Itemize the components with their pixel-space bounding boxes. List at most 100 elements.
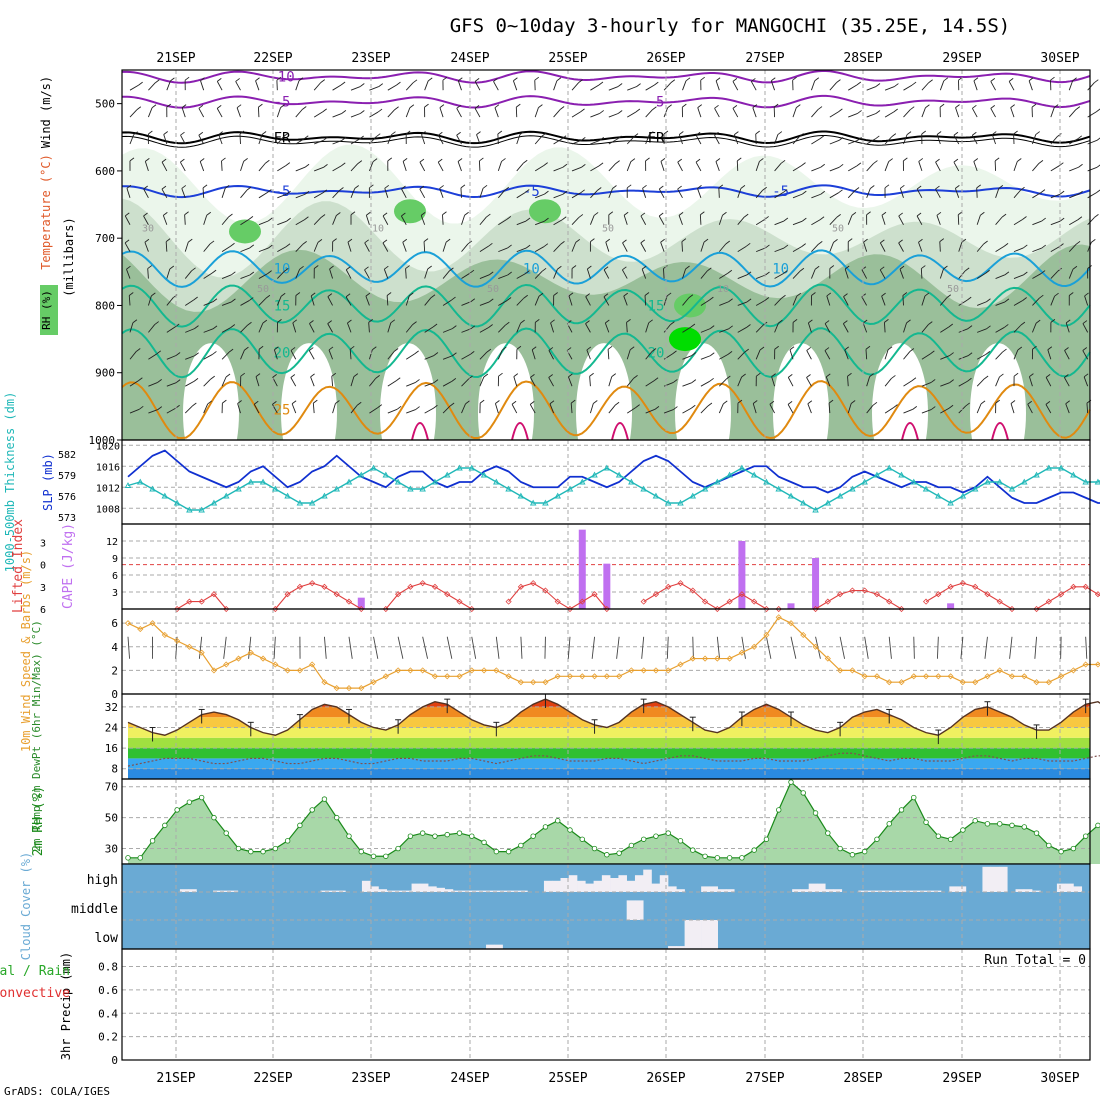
temperature-contour-label: 10 [274, 261, 291, 277]
wind-barb-flag [1094, 214, 1098, 217]
rh2m-marker [605, 852, 610, 857]
bottom-date-label: 21SEP [156, 1071, 195, 1086]
surface-wind-barb [274, 637, 275, 659]
rh2m-marker [985, 822, 990, 827]
top-date-label: 29SEP [942, 51, 981, 66]
rh2m-marker [420, 831, 425, 836]
rh2m-marker [948, 837, 953, 842]
temp-color-band [122, 707, 1090, 717]
rh2m-marker [396, 846, 401, 851]
bottom-date-label: 29SEP [942, 1071, 981, 1086]
rh2m-marker [899, 808, 904, 813]
rh2m-marker [997, 822, 1002, 827]
cross-ylabel-wind: Wind (m/s) [39, 76, 53, 148]
cloud-bar [420, 884, 429, 892]
surface-wind-barb [766, 637, 770, 659]
wind-barb [663, 269, 664, 279]
rh2m-marker [764, 837, 769, 842]
cross-y-tick-label: 800 [95, 299, 115, 312]
wind-barb-flag [1096, 109, 1100, 112]
rh2m-marker [199, 795, 204, 800]
wind-barb [185, 215, 186, 225]
rh-moist-patch [394, 199, 426, 223]
cross-ylabel-rh: RH (%) [40, 290, 53, 330]
surface-wind-barb [447, 637, 452, 659]
thickness-tick-label: 573 [58, 513, 76, 524]
slp-tick-label: 1008 [96, 504, 120, 515]
surface-wind-barb [224, 637, 227, 659]
rh2m-marker [273, 846, 278, 851]
cloud-bar [486, 945, 495, 949]
temp-color-band [122, 717, 1090, 727]
rh2m-marker [445, 832, 450, 837]
cloud-bar [412, 884, 421, 892]
rh2m-tick-label: 30 [105, 843, 118, 856]
temp-color-band [122, 727, 1090, 737]
rh2m-marker [838, 846, 843, 851]
cloud-bar [428, 886, 437, 892]
surface-wind-barb [128, 637, 130, 659]
temperature-contour-label: -5 [274, 95, 291, 111]
surface-wind-barb [249, 637, 251, 659]
surface-wind-barb [496, 637, 499, 659]
rh2m-marker [224, 831, 229, 836]
rh2m-marker [531, 834, 536, 839]
temperature-contour-label: -5 [274, 184, 291, 200]
rh2m-marker [875, 837, 880, 842]
rh2m-marker [850, 852, 855, 857]
surface-wind-barb [642, 637, 644, 659]
rh2m-marker [334, 815, 339, 820]
rh2m-marker [469, 834, 474, 839]
surface-wind-barb [324, 637, 326, 659]
rh2m-marker [150, 839, 155, 844]
top-date-label: 24SEP [450, 51, 489, 66]
rh2m-marker [433, 834, 438, 839]
rh2m-marker [359, 849, 364, 854]
precip-tick-label: 0.8 [98, 961, 118, 974]
rh2m-marker [666, 831, 671, 836]
cloud-bar [577, 881, 586, 892]
surface-wind-barb [1010, 637, 1012, 659]
rh2m-marker [801, 791, 806, 796]
rh2m-marker [1083, 834, 1088, 839]
cape-tick-label: 3 [112, 588, 118, 599]
rh2m-marker [617, 851, 622, 856]
cross-y-tick-label: 500 [95, 98, 115, 111]
rh2m-marker [678, 839, 683, 844]
rh2m-marker [654, 834, 659, 839]
cloud-bar [668, 886, 677, 892]
slp-tick-label: 1016 [96, 462, 120, 473]
wind-tick-label: 6 [111, 617, 118, 630]
li-tick-label: 3 [40, 583, 46, 594]
temp-tick-label: 8 [111, 763, 118, 776]
rh-contour-label: 30 [142, 223, 154, 234]
slp-tick-label: 1020 [96, 441, 120, 452]
surface-wind-barb [374, 637, 378, 659]
dry-pocket [773, 343, 829, 483]
top-date-label: 28SEP [843, 51, 882, 66]
dry-pocket [478, 343, 534, 483]
rh2m-marker [543, 825, 548, 830]
cloud-bar [643, 870, 652, 892]
cloud-bar [602, 875, 611, 892]
rh2m-marker [285, 839, 290, 844]
cloud-bar [610, 878, 619, 892]
footer-credit: GrADS: COLA/IGES [4, 1085, 110, 1098]
cloud-bar [1057, 884, 1066, 892]
rh2m-marker [261, 849, 266, 854]
rh2m-marker [776, 808, 781, 813]
cloud-level-label: low [95, 931, 119, 946]
surface-wind-barb [472, 637, 476, 659]
surface-wind-barb [423, 637, 428, 659]
chart-title: GFS 0~10day 3-hourly for MANGOCHI (35.25… [450, 15, 1011, 37]
cape-tick-label: 12 [106, 537, 118, 548]
rh2m-marker [641, 837, 646, 842]
temp-color-band [122, 758, 1090, 768]
li-tick-label: 3 [40, 538, 46, 549]
cape-bar [738, 541, 745, 609]
rh2m-marker [690, 848, 695, 853]
surface-wind-barb [693, 637, 694, 659]
cloud-ylabel: Cloud Cover (%) [19, 852, 33, 960]
cloud-bar [362, 881, 371, 892]
cloud-bar [991, 867, 1000, 892]
